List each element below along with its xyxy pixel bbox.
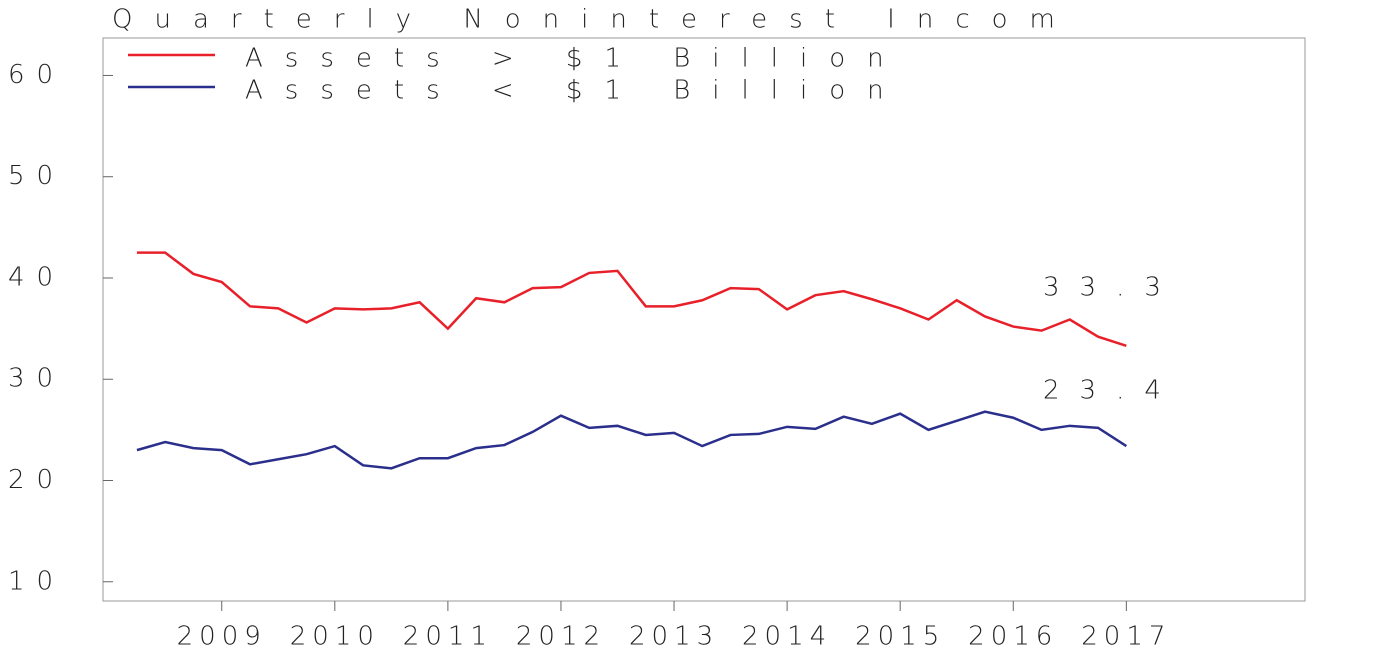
y-tick-label: 30 bbox=[8, 364, 65, 394]
x-tick-label: 2014 bbox=[742, 622, 832, 652]
annotation: 33.3 bbox=[1043, 272, 1181, 302]
legend-label: Assets > $1 Billion bbox=[245, 44, 906, 74]
legend-label: Assets < $1 Billion bbox=[245, 76, 906, 106]
y-tick-label: 20 bbox=[8, 465, 65, 495]
x-tick-label: 2011 bbox=[403, 622, 493, 652]
x-tick-label: 2009 bbox=[177, 622, 267, 652]
x-tick-label: 2010 bbox=[290, 622, 380, 652]
x-tick-label: 2012 bbox=[516, 622, 606, 652]
plot-frame bbox=[102, 37, 1306, 602]
y-tick-label: 40 bbox=[8, 262, 65, 292]
x-tick-label: 2016 bbox=[968, 622, 1058, 652]
x-tick-label: 2017 bbox=[1081, 622, 1171, 652]
series-line bbox=[136, 410, 1128, 470]
chart-title: Quarterly Noninterest Incom bbox=[112, 5, 1077, 35]
y-tick-label: 10 bbox=[8, 566, 65, 596]
series-line bbox=[136, 251, 1127, 348]
annotation: 23.4 bbox=[1043, 376, 1181, 406]
y-tick-label: 50 bbox=[8, 161, 65, 191]
y-tick-label: 60 bbox=[8, 60, 65, 90]
x-tick-label: 2013 bbox=[629, 622, 719, 652]
x-tick-label: 2015 bbox=[855, 622, 945, 652]
